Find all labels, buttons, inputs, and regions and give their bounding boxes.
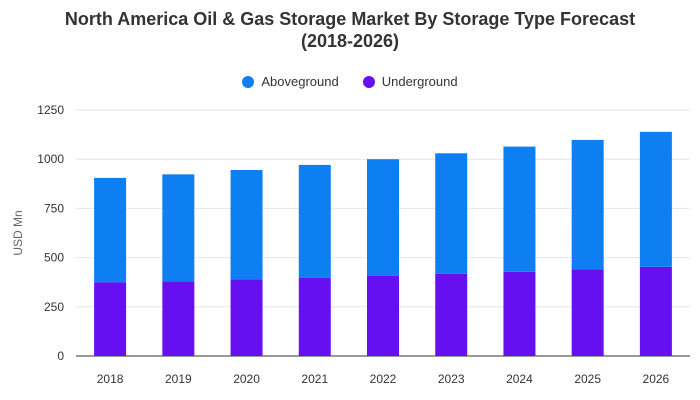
bar-underground-2024 [503, 271, 536, 356]
bar-underground-2019 [162, 281, 195, 356]
bar-aboveground-2026 [639, 131, 672, 267]
x-tick-label: 2022 [370, 372, 397, 386]
bar-aboveground-2023 [435, 153, 468, 274]
y-tick-label: 250 [44, 300, 64, 314]
x-tick-label: 2026 [643, 372, 670, 386]
bar-underground-2022 [367, 275, 399, 356]
bar-aboveground-2021 [298, 164, 331, 278]
legend-label-underground: Underground [381, 74, 458, 89]
bar-underground-2025 [571, 269, 604, 356]
bar-aboveground-2022 [367, 159, 399, 276]
bar-underground-2026 [639, 266, 672, 356]
y-tick-label: 1000 [37, 152, 64, 166]
bar-underground-2021 [298, 277, 331, 356]
bar-underground-2018 [94, 282, 127, 356]
x-tick-label: 2024 [506, 372, 533, 386]
bar-underground-2020 [230, 279, 263, 356]
x-tick-label: 2020 [233, 372, 260, 386]
bar-aboveground-2018 [94, 177, 127, 283]
y-tick-label: 750 [44, 201, 64, 215]
legend-label-aboveground: Aboveground [261, 74, 339, 89]
x-tick-label: 2023 [438, 372, 465, 386]
x-tick-label: 2021 [301, 372, 328, 386]
x-tick-label: 2025 [574, 372, 601, 386]
x-tick-label: 2019 [165, 372, 192, 386]
legend-item-aboveground[interactable]: Aboveground [242, 74, 339, 89]
bar-underground-2023 [435, 273, 468, 356]
legend-item-underground[interactable]: Underground [362, 74, 458, 89]
y-axis-title: USD Mn [11, 210, 25, 255]
y-tick-label: 0 [57, 349, 64, 363]
y-tick-label: 1250 [37, 103, 64, 117]
chart-title-subtitle: (2018-2026) [300, 31, 400, 51]
bar-aboveground-2019 [162, 174, 195, 282]
chart-title: North America Oil & Gas Storage Market B… [0, 8, 700, 52]
x-tick-label: 2018 [97, 372, 124, 386]
chart-title-main: North America Oil & Gas Storage Market B… [64, 9, 636, 29]
chart-legend: Aboveground Underground [0, 74, 700, 89]
y-tick-label: 500 [44, 251, 64, 265]
bar-aboveground-2025 [571, 139, 604, 270]
bar-aboveground-2024 [503, 146, 536, 272]
legend-marker-underground [362, 75, 375, 88]
bar-aboveground-2020 [230, 170, 263, 280]
legend-marker-aboveground [242, 75, 255, 88]
